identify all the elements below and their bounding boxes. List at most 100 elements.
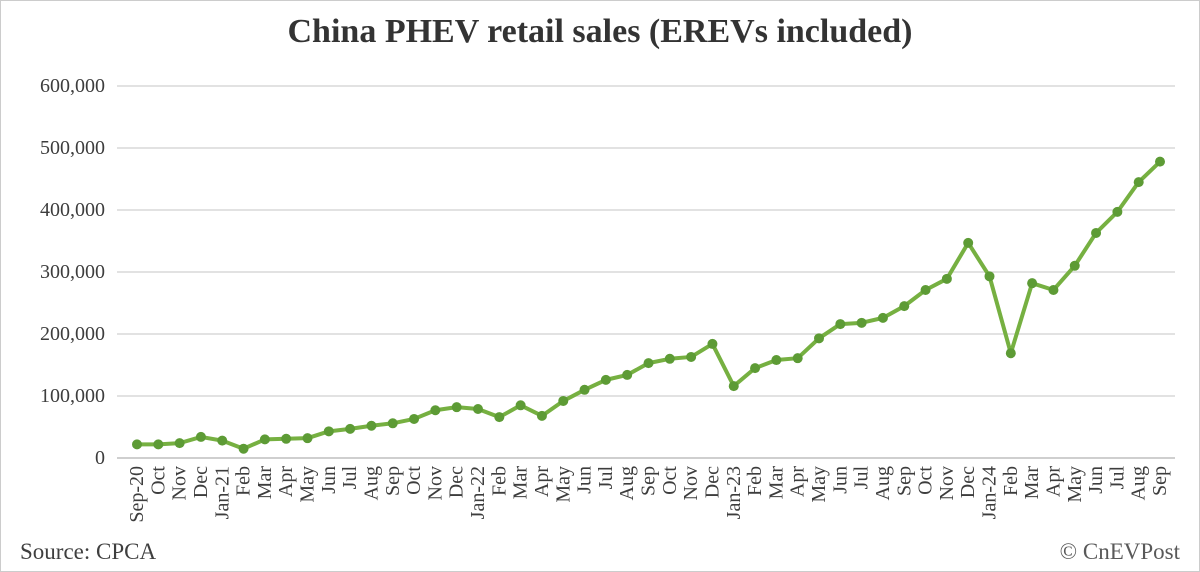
data-point-marker xyxy=(515,400,526,411)
data-point-marker xyxy=(473,404,483,415)
data-point-marker xyxy=(217,435,228,446)
data-point-marker xyxy=(430,405,441,416)
data-point-marker xyxy=(1069,260,1080,271)
y-tick-label: 0 xyxy=(95,447,105,469)
data-point-marker xyxy=(1048,284,1059,295)
x-tick-label: Apr xyxy=(1042,466,1064,497)
data-point-marker xyxy=(707,338,718,349)
x-tick-label: Nov xyxy=(169,466,191,500)
x-tick-label: Feb xyxy=(1000,466,1022,496)
x-tick-label: Nov xyxy=(424,466,446,500)
x-tick-label: Apr xyxy=(531,466,553,497)
x-tick-label: Jul xyxy=(595,466,617,490)
x-tick-label: Jan-21 xyxy=(211,466,233,519)
data-point-marker xyxy=(536,410,547,421)
data-point-marker xyxy=(814,333,824,344)
x-tick-label: Dec xyxy=(190,466,212,498)
x-tick-label: Jan-23 xyxy=(723,466,745,519)
x-tick-label: Mar xyxy=(1021,466,1043,500)
source-label: Source: CPCA xyxy=(20,539,157,564)
data-point-marker xyxy=(409,413,420,424)
data-point-marker xyxy=(558,395,569,406)
y-tick-label: 300,000 xyxy=(40,261,105,283)
data-point-marker xyxy=(984,271,995,282)
gridlines xyxy=(117,85,1175,459)
data-point-marker xyxy=(345,423,356,434)
data-point-marker xyxy=(664,353,675,364)
data-point-marker xyxy=(941,273,952,284)
x-tick-label: Jul xyxy=(1106,466,1128,490)
data-point-marker xyxy=(366,420,377,431)
x-tick-label: Jul xyxy=(339,466,361,490)
data-point-marker xyxy=(132,439,142,450)
x-tick-label: Apr xyxy=(275,466,297,497)
sales-line xyxy=(135,159,1162,451)
x-tick-label: Jun xyxy=(574,466,596,494)
data-point-marker xyxy=(494,412,505,423)
data-point-marker xyxy=(1027,278,1038,289)
x-tick-label: Oct xyxy=(915,466,937,495)
x-tick-label: Oct xyxy=(659,466,681,495)
x-tick-label: Nov xyxy=(680,466,702,500)
x-tick-label: Mar xyxy=(765,466,787,500)
x-tick-label: Jun xyxy=(318,466,340,494)
x-tick-label: Mar xyxy=(254,466,276,500)
x-tick-label: Aug xyxy=(616,466,638,500)
y-tick-label: 400,000 xyxy=(40,199,105,221)
data-point-marker xyxy=(1091,227,1102,238)
data-point-marker xyxy=(856,317,867,328)
x-tick-label: Dec xyxy=(446,466,468,498)
x-tick-label: Aug xyxy=(872,466,894,500)
data-point-marker xyxy=(899,301,910,312)
data-point-marker xyxy=(1005,348,1016,359)
x-tick-label: Feb xyxy=(233,466,255,496)
data-point-marker xyxy=(750,363,761,374)
data-point-marker xyxy=(920,284,931,295)
y-tick-label: 100,000 xyxy=(40,385,105,407)
y-tick-label: 500,000 xyxy=(40,137,105,159)
x-tick-label: Feb xyxy=(488,466,510,496)
data-point-marker xyxy=(387,418,398,429)
x-tick-label: May xyxy=(297,466,319,503)
data-point-marker xyxy=(323,426,334,437)
data-point-marker xyxy=(302,433,313,444)
data-point-marker xyxy=(835,319,846,330)
data-point-marker xyxy=(728,381,739,392)
x-tick-label: Nov xyxy=(936,466,958,500)
data-point-marker xyxy=(1112,206,1123,217)
data-point-marker xyxy=(451,402,462,413)
sales-series xyxy=(132,156,1165,454)
chart-title: China PHEV retail sales (EREVs included) xyxy=(287,13,913,50)
x-tick-label: Sep xyxy=(893,466,915,496)
data-point-marker xyxy=(1155,156,1165,167)
data-point-marker xyxy=(877,312,888,323)
x-tick-label: Jul xyxy=(851,466,873,490)
x-tick-label: Oct xyxy=(147,466,169,495)
x-tick-label: Aug xyxy=(1128,466,1150,500)
x-tick-label: Aug xyxy=(360,466,382,500)
data-point-marker xyxy=(259,434,270,445)
x-tick-label: May xyxy=(808,466,830,503)
x-tick-label: Dec xyxy=(701,466,723,498)
x-axis-labels: Sep-20 Oct Nov Dec Jan-21 Feb Mar Apr May Jun Jul A… xyxy=(126,466,1171,523)
data-point-marker xyxy=(792,353,803,364)
x-tick-label: Sep xyxy=(1149,466,1171,496)
y-tick-label: 600,000 xyxy=(40,75,105,97)
data-point-marker xyxy=(281,433,292,444)
data-point-marker xyxy=(1133,177,1144,188)
x-tick-label: May xyxy=(552,466,574,503)
x-tick-label: Mar xyxy=(510,466,532,500)
y-axis-labels: 0 100,000 200,000 300,000 400,000 500,000 600,… xyxy=(40,75,105,469)
x-tick-label: Jun xyxy=(1085,466,1107,494)
data-point-marker xyxy=(579,384,590,395)
x-tick-label: Feb xyxy=(744,466,766,496)
x-tick-label: Apr xyxy=(787,466,809,497)
x-tick-label: Sep-20 xyxy=(126,466,148,523)
data-point-marker xyxy=(622,369,633,380)
x-tick-label: Jun xyxy=(829,466,851,494)
x-tick-label: Jan-22 xyxy=(467,466,489,519)
x-tick-label: Oct xyxy=(403,466,425,495)
x-tick-label: Sep xyxy=(382,466,404,496)
